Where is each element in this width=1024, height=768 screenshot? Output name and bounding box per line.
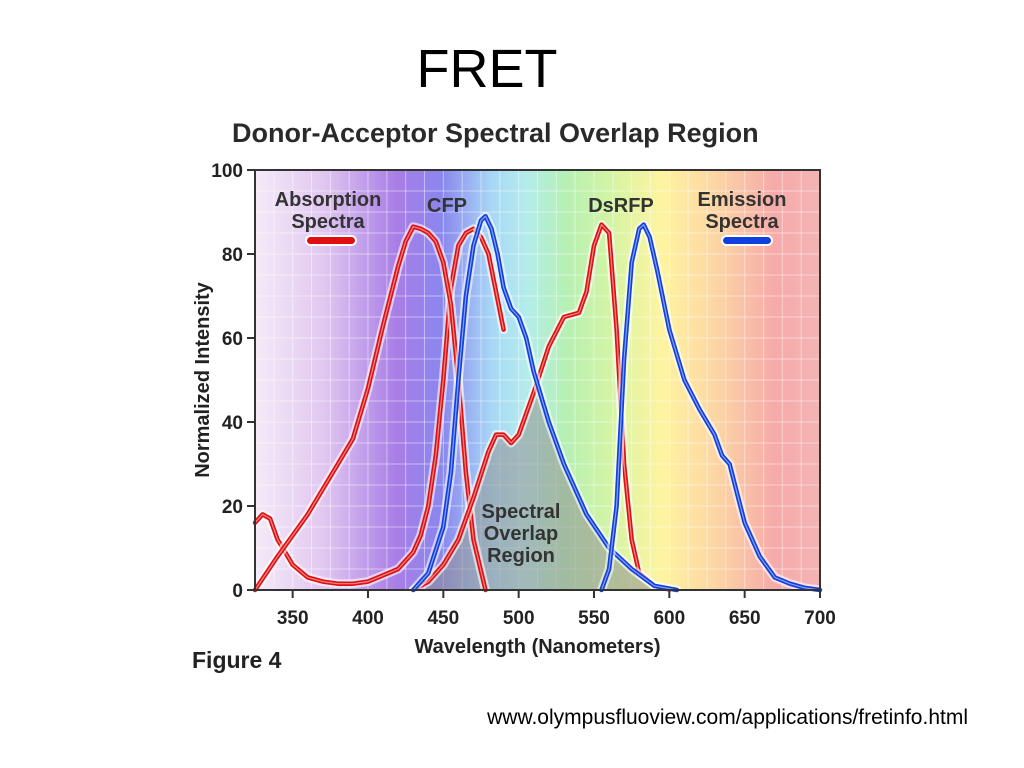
x-axis-label: Wavelength (Nanometers) [415, 636, 661, 658]
x-tick-label: 500 [503, 608, 535, 629]
plot-frame [254, 169, 821, 591]
x-tick-label: 350 [277, 608, 309, 629]
annotation-spectral-overlap: Spectral Overlap Region [482, 501, 561, 567]
axis-labels: Wavelength (Nanometers) Normalized Intens… [192, 281, 660, 673]
annotations: Absorption Spectra Emission Spectra CFP DsRFP… [275, 189, 787, 567]
x-tick-label: 600 [653, 608, 685, 629]
y-tick-label: 0 [232, 581, 243, 602]
annotation-cfp: CFP [427, 195, 467, 217]
axis-ticks: 350 400 450 500 550 600 650 700 0 20 40 60 80 100 [211, 161, 836, 629]
series-absorption-2-highlight [412, 224, 670, 591]
series-emission-4-highlight [600, 224, 821, 591]
annotation-dsrfp: DsRFP [588, 195, 654, 217]
series-absorption-0-highlight [254, 228, 505, 585]
x-tick-label: 650 [729, 608, 761, 629]
slide-title: FRET [416, 39, 558, 99]
legend-absorption-swatch [305, 235, 357, 246]
spectral-chart: 350 400 450 500 550 600 650 700 0 20 40 60 80 100 Wav… [192, 161, 836, 673]
x-tick-label: 450 [427, 608, 459, 629]
x-tick-label: 400 [352, 608, 384, 629]
x-tick-label: 550 [578, 608, 610, 629]
y-tick-label: 80 [222, 245, 243, 266]
y-tick-label: 40 [222, 413, 243, 434]
x-tick-label: 700 [804, 608, 836, 629]
series-emission-3-highlight [412, 215, 678, 591]
y-tick-label: 100 [211, 161, 243, 182]
y-tick-label: 60 [222, 329, 243, 350]
chart-title: Donor-Acceptor Spectral Overlap Region [232, 118, 759, 148]
source-url[interactable]: www.olympusfluoview.com/applications/fre… [487, 706, 968, 729]
legend-emission-swatch [721, 235, 773, 246]
y-axis-label: Normalized Intensity [192, 281, 214, 477]
spectral-overlap-area [428, 383, 677, 590]
y-tick-label: 20 [222, 497, 243, 518]
figure-label: Figure 4 [192, 647, 282, 673]
series-layer [250, 211, 825, 595]
legend-emission-label: Emission Spectra [698, 189, 787, 233]
legend-absorption-label: Absorption Spectra [275, 189, 382, 233]
